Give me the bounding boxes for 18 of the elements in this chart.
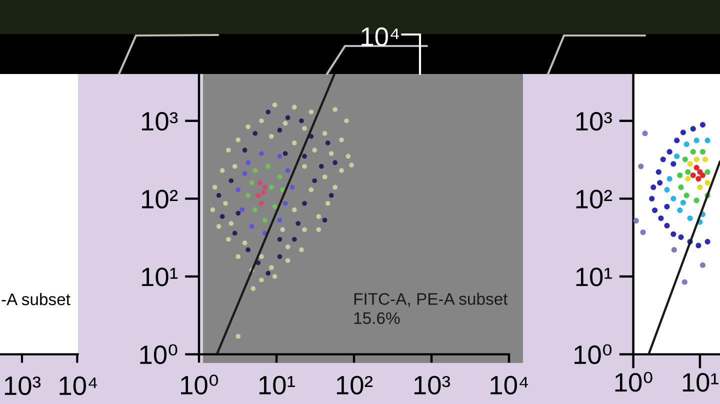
x-tick-label: 10⁰ — [181, 374, 218, 395]
x-tick-label: 10¹ — [682, 373, 718, 392]
y-tick-label: 10³ — [576, 112, 612, 131]
y-tick-label: 10³ — [142, 112, 178, 131]
y-tick-label: 10⁰ — [574, 344, 612, 364]
x-tick-label: 10⁰ — [615, 372, 652, 392]
text: -A subset — [2, 293, 70, 306]
x-tick-label: 10¹ — [259, 376, 295, 395]
y-tick-label: 10⁰ — [140, 344, 178, 364]
x-tick-label: 10² — [336, 376, 373, 395]
y-tick-label: 10² — [576, 190, 612, 208]
x-tick-label: 10⁴ — [490, 376, 528, 395]
text: 10⁴ — [362, 27, 400, 46]
y-tick-label: 10¹ — [576, 268, 612, 286]
y-tick-label: 10² — [142, 190, 178, 208]
annotation: FITC-A, PE-A subset 15.6% — [354, 292, 508, 324]
x-tick-label: 10³ — [414, 376, 450, 395]
y-tick-label: 10¹ — [142, 268, 178, 286]
